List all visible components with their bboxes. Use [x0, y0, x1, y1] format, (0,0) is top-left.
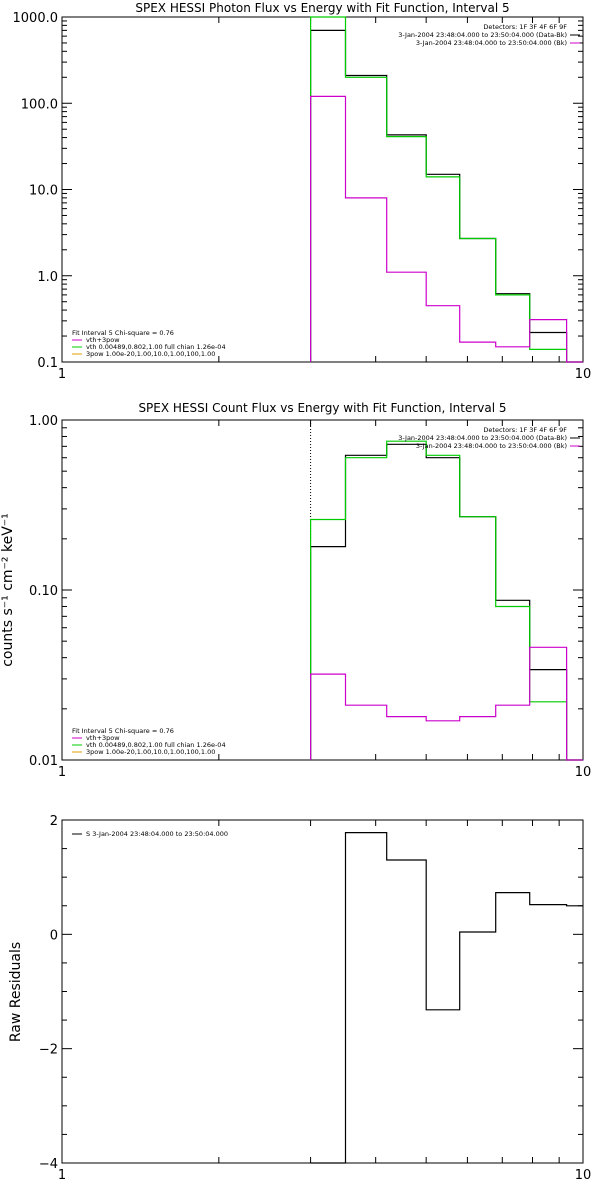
- legend-entry: 3-Jan-2004 23:48:04.000 to 23:50:04.000 …: [398, 434, 567, 442]
- x-tick-label: 10: [575, 367, 592, 382]
- y-tick-label: 2: [50, 814, 58, 829]
- plot-frame: [61, 819, 584, 1164]
- chart-panel-1: SPEX HESSI Photon Flux vs Energy with Fi…: [13, 1, 592, 382]
- legend-entry: 3pow 1.00e-20,1.00,10.0,1.00,100,1.00: [86, 748, 215, 756]
- legend-entry: Detectors: 1F 3F 4F 6F 9F: [483, 23, 567, 31]
- x-tick-label: 1: [58, 1168, 66, 1183]
- series-line-3: [310, 646, 583, 761]
- legend-entry: 3-Jan-2004 23:48:04.000 to 23:50:04.000 …: [398, 31, 567, 39]
- legend-entry: 3-Jan-2004 23:48:04.000 to 23:50:04.000 …: [416, 39, 567, 47]
- y-tick-label: 10.0: [29, 184, 58, 199]
- chart-title: SPEX HESSI Count Flux vs Energy with Fit…: [138, 401, 506, 415]
- series-line-1: [310, 832, 583, 1164]
- legend-entry: 3pow 1.00e-20,1.00,10.0,1.00,100,1.00: [86, 350, 215, 358]
- x-tick-label: 1: [58, 367, 66, 382]
- chart-panel-2: SPEX HESSI Count Flux vs Energy with Fit…: [0, 401, 591, 780]
- legend-entry: vth+3pow: [86, 336, 120, 344]
- series-line-2: [310, 440, 583, 761]
- y-axis-label: Raw Residuals: [8, 942, 24, 1042]
- x-tick-label: 1: [58, 765, 66, 780]
- legend-entry: 3-Jan-2004 23:48:04.000 to 23:50:04.000 …: [416, 442, 567, 450]
- y-tick-label: 0.01: [29, 754, 58, 769]
- y-tick-label: 100.0: [21, 97, 58, 112]
- y-axis-label: counts s⁻¹ cm⁻² keV⁻¹: [0, 513, 16, 667]
- legend-entry: vth+3pow: [86, 734, 120, 742]
- series-line-1: [310, 29, 583, 363]
- plot-frame: [61, 419, 584, 761]
- y-tick-label: 0: [50, 928, 58, 943]
- legend-entry: vth 0.00489,0.802,1.00 full chian 1.26e-…: [86, 741, 226, 749]
- y-tick-label: 1000.0: [13, 11, 59, 26]
- series-line-1: [310, 443, 583, 761]
- series-line-3: [310, 95, 583, 363]
- y-tick-label: −4: [39, 1157, 58, 1172]
- chart-title: SPEX HESSI Photon Flux vs Energy with Fi…: [135, 1, 509, 15]
- legend-entry: vth 0.00489,0.802,1.00 full chian 1.26e-…: [86, 343, 226, 351]
- x-tick-label: 10: [575, 765, 592, 780]
- legend-entry: Fit Interval 5 Chi-square = 0.76: [72, 727, 174, 735]
- y-tick-label: 0.10: [29, 584, 58, 599]
- x-tick-label: 10: [575, 1168, 592, 1183]
- plot-frame: [61, 16, 584, 363]
- y-tick-label: 0.1: [37, 356, 58, 371]
- y-tick-label: 1.0: [37, 270, 58, 285]
- y-tick-label: −2: [39, 1043, 58, 1058]
- chart-panel-3: Raw Residuals 1 10 −4 −2 0 2 S 3-Jan-2004 23:48…: [8, 814, 591, 1183]
- legend-entry: Fit Interval 5 Chi-square = 0.76: [72, 329, 174, 337]
- y-tick-label: 1.00: [29, 414, 58, 429]
- legend-entry: S 3-Jan-2004 23:48:04.000 to 23:50:04.00…: [86, 830, 228, 838]
- series-line-2: [310, 16, 583, 363]
- legend-entry: Detectors: 1F 3F 4F 6F 9F: [483, 426, 567, 434]
